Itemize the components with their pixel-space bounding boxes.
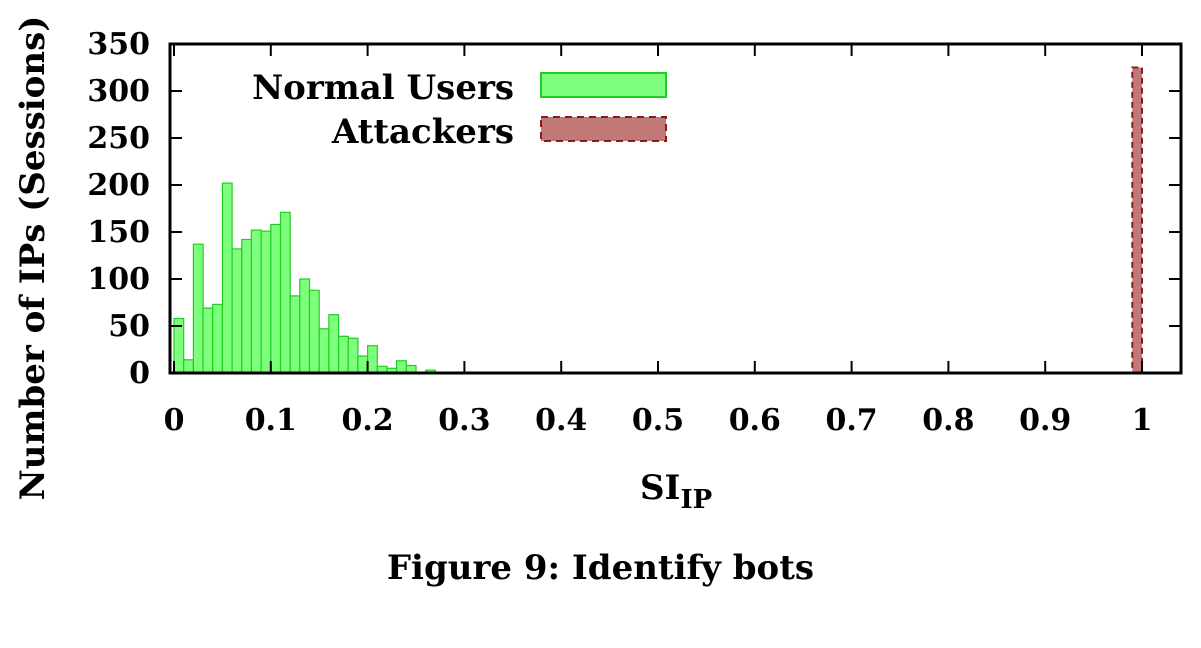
normal-users-bar-8 [250, 229, 262, 374]
x-tick-label: 0.4 [535, 403, 587, 438]
normal-users-bar-6 [231, 248, 243, 374]
normal-users-bar-9 [260, 230, 272, 374]
x-tick-label: 0.2 [341, 403, 393, 438]
legend: Normal Users Attackers [252, 68, 667, 152]
y-tick-label: 50 [108, 309, 150, 344]
normal-users-bar-16 [328, 314, 340, 374]
y-tick-label: 100 [87, 262, 150, 297]
legend-swatch-normal-users [540, 72, 667, 98]
axis-ticks [170, 43, 1181, 374]
series-normal-users-bars [173, 182, 514, 374]
normal-users-bar-4 [212, 303, 223, 374]
y-tick-labels: 0 50 100 150 200 250 300 350 [87, 27, 150, 391]
y-tick-label: 300 [87, 74, 150, 109]
y-tick-label: 200 [87, 168, 150, 203]
legend-label-normal-users: Normal Users [252, 68, 514, 108]
x-tick-label: 0.6 [729, 403, 781, 438]
normal-users-bar-18 [347, 337, 359, 374]
figure-caption: Figure 9: Identify bots [386, 548, 815, 588]
x-tick-label: 0.1 [245, 403, 297, 438]
normal-users-bar-19 [357, 355, 369, 374]
normal-users-bar-13 [299, 278, 311, 374]
legend-swatch-attackers [540, 116, 667, 142]
x-tick-labels: 0 0.1 0.2 0.3 0.4 0.5 0.6 0.7 0.8 0.9 1 [164, 403, 1153, 438]
x-tick-label: 0 [164, 403, 185, 438]
x-tick-label: 0.5 [632, 403, 684, 438]
normal-users-bar-14 [308, 289, 320, 374]
normal-users-bar-10 [270, 223, 282, 374]
normal-users-bar-12 [289, 295, 301, 374]
attackers-bar-0 [1131, 66, 1144, 374]
normal-users-bar-15 [318, 328, 330, 374]
normal-users-bar-20 [367, 345, 378, 374]
plot-frame [168, 42, 1183, 375]
normal-users-bar-23 [396, 360, 407, 374]
y-tick-label: 150 [87, 215, 150, 250]
normal-users-bar-7 [241, 238, 253, 374]
normal-users-bar-1 [183, 359, 194, 374]
normal-users-bar-2 [192, 243, 204, 374]
normal-users-bar-17 [338, 335, 349, 374]
histogram-chart: 0 0.1 0.2 0.3 0.4 0.5 0.6 0.7 0.8 0.9 1 0 50 100 150 2… [13, 16, 1183, 515]
normal-users-bar-5 [221, 182, 233, 374]
x-tick-label: 0.7 [825, 403, 877, 438]
x-tick-label: 1 [1132, 403, 1153, 438]
normal-users-bar-3 [202, 307, 214, 374]
x-axis-label-main: SI [640, 468, 680, 508]
y-tick-label: 250 [87, 121, 150, 156]
normal-users-bar-11 [279, 211, 291, 374]
y-tick-label: 0 [129, 356, 150, 391]
x-tick-label: 0.3 [438, 403, 490, 438]
x-axis-label-subscript: IP [680, 485, 712, 515]
x-tick-label: 0.8 [922, 403, 974, 438]
y-axis-label: Number of IPs (Sessions) [13, 16, 53, 501]
x-tick-label: 0.9 [1019, 403, 1071, 438]
legend-label-attackers: Attackers [331, 112, 514, 152]
series-attackers-bars [1131, 66, 1144, 374]
y-tick-label: 350 [87, 27, 150, 62]
x-axis-label: SIIP [640, 468, 712, 515]
